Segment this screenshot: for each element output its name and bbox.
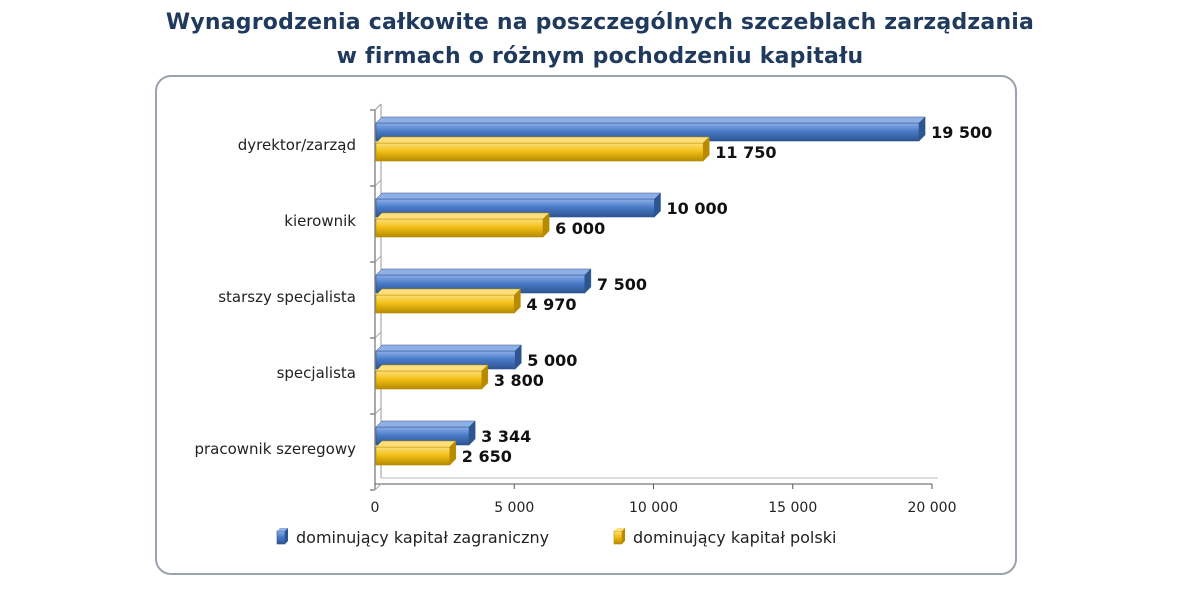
data-label: 2 650 — [462, 447, 512, 466]
bar-top-face — [375, 288, 522, 296]
x-tick-label: 5 000 — [494, 500, 534, 516]
bar-side-face — [449, 440, 457, 466]
bar-side-face — [702, 136, 710, 162]
legend-swatch-side — [622, 528, 625, 544]
bar-side-face — [481, 364, 489, 390]
category-label: specjalista — [277, 364, 356, 382]
legend-swatch — [613, 530, 623, 545]
bar-side-face — [654, 192, 661, 218]
x-tick-label: 0 — [371, 500, 380, 516]
category-label: dyrektor/zarząd — [238, 136, 356, 154]
data-label: 19 500 — [931, 123, 992, 142]
bar-polish[interactable] — [375, 446, 451, 466]
bar-side-face — [918, 116, 926, 142]
chart-title-line-1: Wynagrodzenia całkowite na poszczególnyc… — [165, 10, 1035, 35]
bar-top-face — [375, 212, 550, 220]
bar-polish[interactable] — [375, 218, 544, 238]
bar-top-face — [375, 344, 522, 352]
x-tick-label: 15 000 — [768, 500, 817, 516]
y-tick-diagonal — [374, 255, 382, 263]
category-label: kierownik — [284, 212, 356, 230]
bar-top-face — [375, 116, 926, 124]
bar-polish[interactable] — [375, 294, 515, 314]
bar-polish[interactable] — [375, 370, 483, 390]
category-label: pracownik szeregowy — [194, 440, 356, 458]
x-tick-label: 20 000 — [908, 500, 957, 516]
data-label: 11 750 — [715, 143, 776, 162]
legend-swatch-top — [277, 528, 288, 531]
legend-label: dominujący kapitał zagraniczny — [296, 528, 549, 547]
y-tick-diagonal — [374, 331, 382, 339]
bar-side-face — [515, 344, 522, 370]
bar-side-face — [514, 288, 521, 314]
bar-top-face — [375, 364, 489, 372]
bar-top-face — [375, 192, 662, 200]
legend-label: dominujący kapitał polski — [633, 528, 836, 547]
y-tick-diagonal — [374, 407, 382, 415]
bar-top-face — [375, 440, 457, 448]
x-tick-label: 10 000 — [629, 500, 678, 516]
bar-top-face — [375, 420, 476, 428]
chart-title-line-2: w firmach o różnym pochodzeniu kapitału — [336, 44, 864, 69]
data-label: 6 000 — [555, 219, 605, 238]
y-tick-diagonal — [374, 179, 382, 187]
bar-top-face — [375, 136, 710, 144]
data-label: 4 970 — [526, 295, 576, 314]
bar-side-face — [468, 420, 476, 446]
y-tick-diagonal — [374, 103, 382, 111]
y-tick-diagonal — [374, 483, 382, 491]
data-label: 5 000 — [527, 351, 577, 370]
data-label: 10 000 — [667, 199, 728, 218]
legend-swatch-side — [285, 528, 288, 544]
bar-side-face — [542, 212, 550, 238]
category-label: starszy specjalista — [218, 288, 356, 306]
bar-side-face — [584, 268, 592, 294]
legend-swatch-top — [614, 528, 625, 531]
data-label: 7 500 — [597, 275, 647, 294]
bar-polish[interactable] — [375, 142, 704, 162]
data-label: 3 800 — [494, 371, 544, 390]
data-label: 3 344 — [481, 427, 531, 446]
legend-swatch — [276, 530, 286, 545]
bar-top-face — [375, 268, 592, 276]
